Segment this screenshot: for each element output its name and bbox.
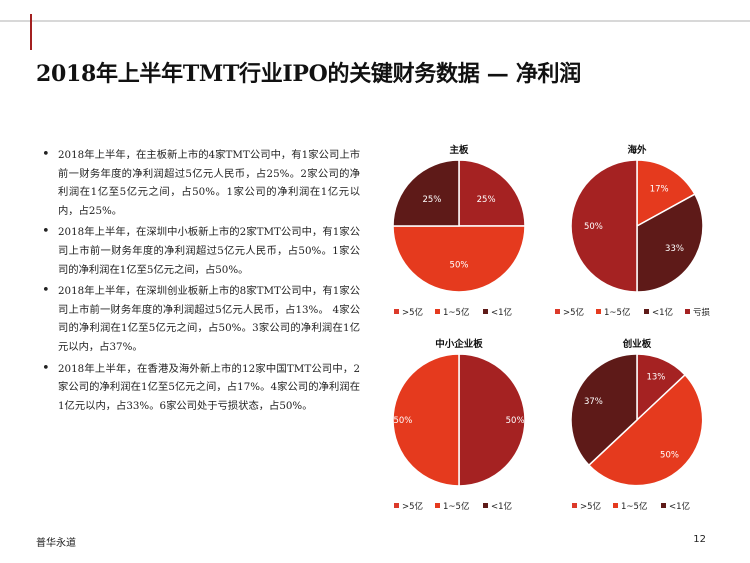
slice-data-label: 33%	[665, 244, 684, 254]
legend-swatch	[394, 503, 399, 508]
pie-slice	[392, 159, 460, 227]
pie-svg: 主板 25% 50% 25% >5亿 1~5亿 <1亿	[392, 144, 526, 318]
legend-label: <1亿	[669, 501, 690, 512]
legend-swatch	[685, 309, 690, 314]
legend-swatch	[483, 503, 488, 508]
pie-slice	[392, 225, 526, 293]
legend-swatch	[555, 309, 560, 314]
chart-title: 主板	[449, 144, 469, 156]
legend-label: 亏损	[693, 307, 711, 318]
bullet-item-overseas: • 2018年上半年，在香港及海外新上市的12家中国TMT公司中，2家公司的净利润…	[42, 360, 360, 416]
bullet-text: 2018年上半年，在深圳中小板新上市的2家TMT公司中，有1家公司上市前一财务年…	[58, 226, 360, 276]
slice-data-label: 37%	[584, 397, 603, 407]
slice-data-label: 25%	[477, 195, 496, 205]
bullet-dot-icon: •	[42, 360, 50, 376]
legend-label: >5亿	[402, 501, 423, 512]
header-accent-bar	[30, 14, 32, 50]
footer-brand: 普华永道	[36, 538, 76, 549]
legend-swatch	[613, 503, 618, 508]
chart-title: 中小企业板	[435, 338, 483, 350]
legend-label: <1亿	[491, 501, 512, 512]
legend-label: <1亿	[652, 307, 673, 318]
legend-label: >5亿	[580, 501, 601, 512]
pie-slice	[458, 159, 526, 227]
pie-slice	[570, 353, 638, 467]
bullet-item-main-board: • 2018年上半年，在主板新上市的4家TMT公司中，有1家公司上市前一财务年度的…	[42, 146, 360, 220]
legend-swatch	[394, 309, 399, 314]
bullet-dot-icon: •	[42, 147, 50, 162]
legend-swatch	[435, 503, 440, 508]
pie-slice	[587, 373, 704, 487]
page-title: 2018年上半年TMT行业IPO的关键财务数据 — 净利润	[36, 61, 581, 87]
slice-data-label: 50%	[584, 222, 603, 232]
legend-swatch	[483, 309, 488, 314]
pie-chart-overseas: 海外 17% 33% 50% >5亿 1~5亿 <1亿 亏损	[548, 143, 726, 323]
bullet-item-chinext: • 2018年上半年，在深圳创业板新上市的8家TMT公司中，有1家公司上市前一财务…	[42, 282, 360, 356]
legend-swatch	[661, 503, 666, 508]
legend-label: 1~5亿	[443, 501, 469, 512]
pie-slice	[458, 353, 526, 487]
legend-label: >5亿	[402, 307, 423, 318]
bullet-text: 2018年上半年，在香港及海外新上市的12家中国TMT公司中，2家公司的净利润在…	[58, 362, 360, 412]
bullet-item-sme-board: • 2018年上半年，在深圳中小板新上市的2家TMT公司中，有1家公司上市前一财务…	[42, 223, 360, 279]
slice-data-label: 50%	[506, 416, 525, 426]
legend-swatch	[596, 309, 601, 314]
legend-label: 1~5亿	[621, 501, 647, 512]
pie-slice	[636, 159, 696, 228]
legend-swatch	[572, 503, 577, 508]
legend-label: >5亿	[563, 307, 584, 318]
legend-label: <1亿	[491, 307, 512, 318]
slice-data-label: 25%	[422, 195, 441, 205]
pie-chart-chinext: 创业板 13% 50% 37% >5亿 1~5亿 <1亿	[548, 337, 726, 517]
pie-chart-sme-board: 中小企业板 50% 50% >5亿 1~5亿 <1亿	[370, 337, 548, 517]
slice-data-label: 50%	[660, 451, 679, 461]
pie-slice	[570, 159, 638, 293]
chart-title: 创业板	[622, 338, 652, 350]
pie-svg: 创业板 13% 50% 37% >5亿 1~5亿 <1亿	[570, 338, 704, 512]
bullet-dot-icon: •	[42, 283, 50, 299]
pie-svg: 中小企业板 50% 50% >5亿 1~5亿 <1亿	[392, 338, 526, 512]
bullet-text: 2018年上半年，在深圳创业板新上市的8家TMT公司中，有1家公司上市前一财务年…	[58, 285, 360, 353]
bullet-text: 2018年上半年，在主板新上市的4家TMT公司中，有1家公司上市前一财务年度的净…	[58, 149, 360, 217]
pie-chart-main-board: 主板 25% 50% 25% >5亿 1~5亿 <1亿	[370, 143, 548, 323]
slice-data-label: 13%	[646, 372, 665, 382]
legend-swatch	[644, 309, 649, 314]
slice-data-label: 17%	[650, 185, 669, 195]
page-number: 12	[693, 534, 706, 545]
slice-data-label: 50%	[450, 260, 469, 270]
header-rule	[0, 20, 750, 22]
pie-slice	[392, 353, 460, 487]
bullet-dot-icon: •	[42, 224, 50, 240]
legend-label: 1~5亿	[604, 307, 630, 318]
pie-svg: 海外 17% 33% 50% >5亿 1~5亿 <1亿 亏损	[555, 144, 711, 318]
bullet-list: • 2018年上半年，在主板新上市的4家TMT公司中，有1家公司上市前一财务年度的…	[42, 146, 360, 418]
legend-label: 1~5亿	[443, 307, 469, 318]
chart-title: 海外	[627, 144, 647, 156]
pie-slice	[636, 193, 704, 293]
slice-data-label: 50%	[393, 416, 412, 426]
legend-swatch	[435, 309, 440, 314]
